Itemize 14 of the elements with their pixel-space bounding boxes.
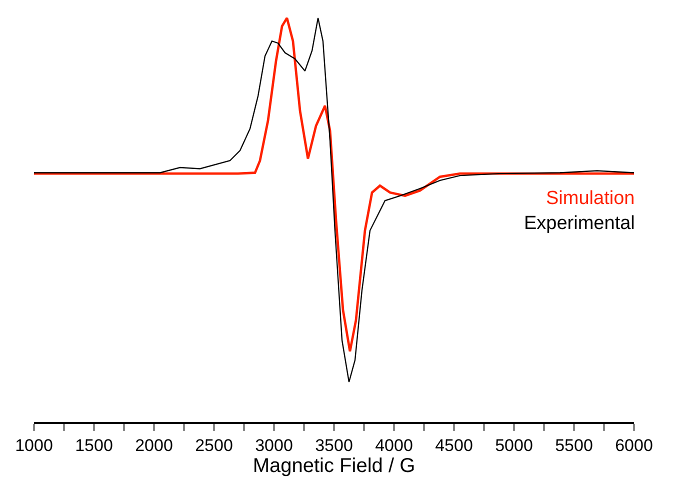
x-tick-label: 2500 <box>195 436 233 456</box>
x-axis-title: Magnetic Field / G <box>252 455 416 478</box>
x-tick-label: 4500 <box>435 436 473 456</box>
x-tick-label: 5500 <box>555 436 593 456</box>
x-tick-label: 2000 <box>135 436 173 456</box>
x-tick-label: 4000 <box>375 436 413 456</box>
x-tick-label: 3500 <box>315 436 353 456</box>
series-label: Simulation <box>546 188 635 209</box>
text: Experimental <box>524 213 635 234</box>
x-tick-label: 6000 <box>615 436 653 456</box>
x-tick-label: 3000 <box>255 436 293 456</box>
x-tick-label: 1500 <box>75 436 113 456</box>
x-tick-label: 5000 <box>495 436 533 456</box>
x-tick-label: 1000 <box>15 436 53 456</box>
